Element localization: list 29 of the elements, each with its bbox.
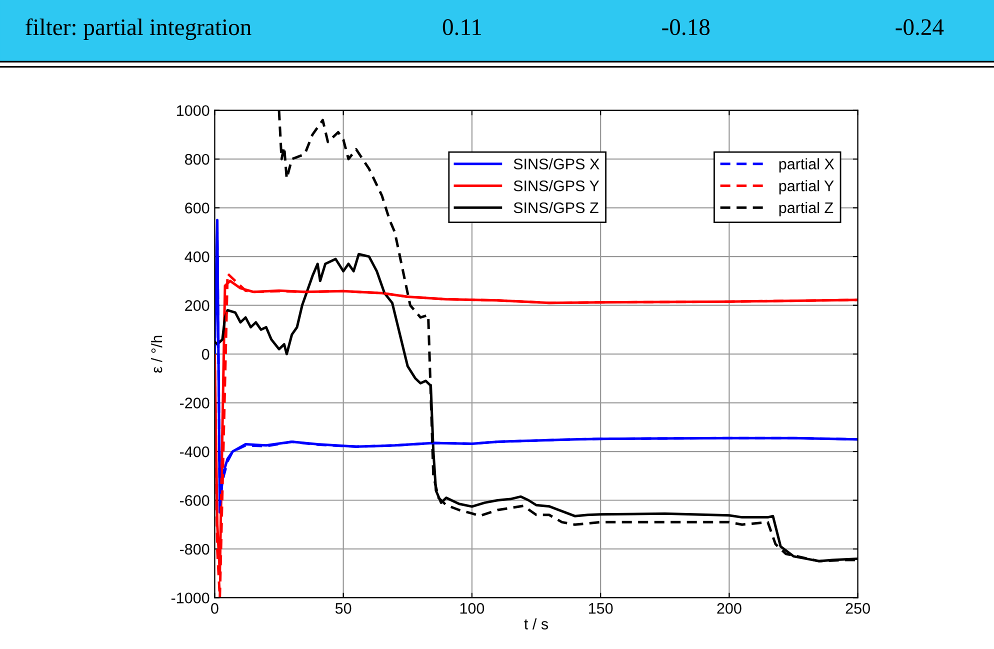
text: 0.11 (442, 19, 482, 36)
x-tick-label: 50 (335, 602, 352, 614)
y-axis-title: ε / °/h (150, 336, 162, 373)
y-tick-label: -800 (180, 544, 210, 555)
y-tick-label: -1000 (171, 592, 210, 604)
x-tick-label: 0 (211, 602, 218, 614)
x-tick-label: 200 (717, 602, 742, 614)
y-tick-label: 200 (185, 300, 210, 311)
legend-label: SINS/GPS Z (514, 202, 598, 214)
legend-label: SINS/GPS Y (514, 180, 600, 192)
y-tick-label: -600 (180, 495, 210, 506)
legend-label: partial X (779, 158, 834, 172)
x-tick-label: 250 (846, 602, 870, 614)
legend-label: partial Z (779, 202, 834, 216)
x-tick-label: 100 (460, 602, 484, 614)
legend-label: SINS/GPS X (514, 158, 600, 170)
y-tick-label: 1000 (177, 105, 210, 116)
legend-label: partial Y (779, 180, 834, 194)
y-tick-label: 400 (184, 251, 210, 262)
x-axis-title: t / s (524, 618, 548, 630)
text: -0.18 (662, 19, 710, 36)
x-tick-label: 150 (588, 602, 613, 614)
text: filter: partial integration (26, 18, 252, 40)
y-tick-label: 0 (202, 348, 210, 360)
y-tick-label: -200 (180, 398, 210, 408)
y-tick-label: 800 (185, 154, 210, 165)
y-tick-label: -400 (180, 446, 210, 458)
text: -0.24 (896, 19, 944, 36)
y-tick-label: 600 (185, 202, 210, 214)
